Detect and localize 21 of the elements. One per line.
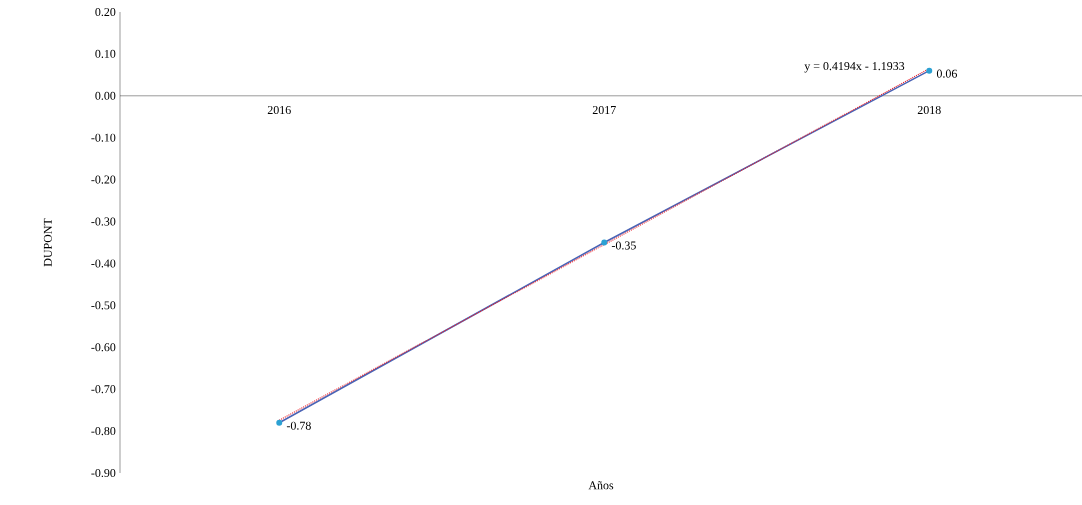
y-tick-label: -0.90 [91, 468, 116, 478]
y-tick-label: -0.70 [91, 385, 116, 394]
y-tick-label: -0.40 [91, 259, 116, 268]
x-tick-label: 2016 [267, 105, 291, 115]
data-label: -0.35 [611, 241, 636, 250]
data-label: -0.78 [286, 421, 311, 430]
y-tick-label: -0.80 [91, 427, 116, 436]
y-tick-label: -0.50 [91, 301, 116, 310]
y-tick-label: -0.60 [91, 343, 116, 352]
y-tick-label: -0.30 [91, 217, 116, 226]
data-label: 0.06 [936, 69, 958, 78]
x-tick-label: 2017 [592, 105, 616, 115]
annotation: y = 0.4194x - 1.1933 [804, 62, 905, 73]
x-tick-label: 2018 [917, 105, 941, 115]
y-tick-label: 0.20 [95, 7, 116, 17]
y-tick-label: 0.10 [95, 49, 116, 58]
y-axis-title: DUPONT [43, 218, 52, 267]
x-axis-title: Años [588, 481, 614, 490]
y-tick-label: -0.20 [91, 175, 116, 184]
y-tick-label: -0.10 [91, 133, 116, 142]
y-tick-label: 0.00 [95, 91, 116, 100]
